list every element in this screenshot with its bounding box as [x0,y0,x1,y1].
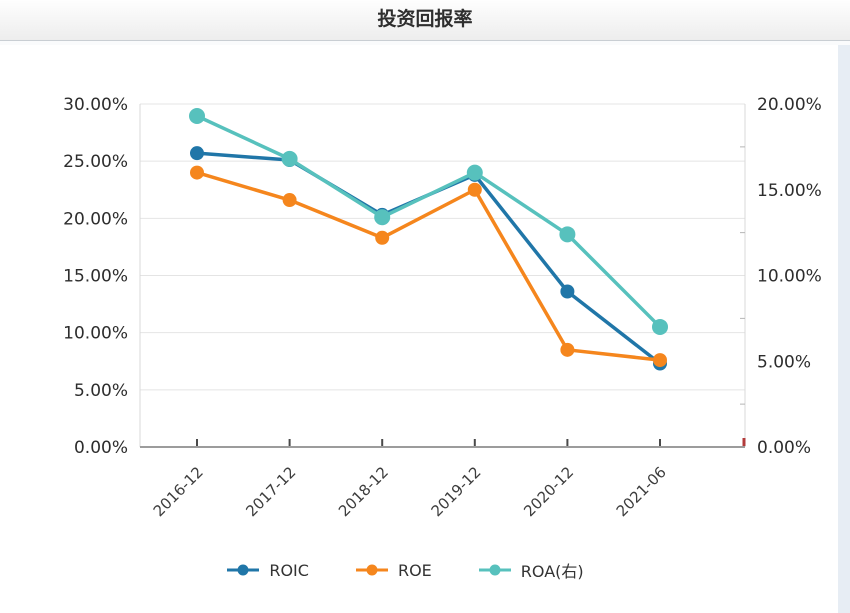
y-axis-left-label: 30.00% [63,95,128,115]
series-line-roa [195,114,662,329]
header-divider [0,41,850,45]
data-point[interactable] [560,342,575,357]
data-point[interactable] [374,209,391,226]
page-title: 投资回报率 [377,9,473,30]
y-axis-right-label: 0.00% [757,438,811,458]
legend-item-roa[interactable]: ROA(右) [478,558,584,582]
y-axis-right-label: 20.00% [757,95,822,115]
legend-marker [227,564,260,576]
series-line-roe [195,170,662,362]
x-axis-label: 2018-12 [335,463,392,520]
y-axis-left-label: 20.00% [63,209,128,229]
data-point[interactable] [281,150,298,167]
background-strip [838,45,850,613]
legend-label: ROA(右) [520,562,584,581]
data-point[interactable] [190,146,204,161]
y-axis-right-label: 15.00% [757,181,822,201]
line-chart: 0.00% 5.00% 10.00% 15.00% 20.00% 25.00% 30.00%… [63,95,822,520]
x-axis-label: 2020-12 [520,463,577,520]
data-point[interactable] [559,226,576,243]
x-axis-label: 2021-06 [613,463,670,520]
data-point[interactable] [466,164,483,181]
y-axis-left-label: 10.00% [63,324,128,344]
chart-header: 投资回报率 [0,0,850,41]
data-point[interactable] [652,318,668,335]
legend-marker [478,564,511,576]
data-point[interactable] [560,284,575,299]
x-axis-label: 2016-12 [150,463,207,520]
y-axis-left-label: 5.00% [74,381,128,401]
legend-item-roe[interactable]: ROE [355,561,432,580]
data-point[interactable] [467,182,482,197]
data-point[interactable] [190,165,204,180]
legend-label: ROIC [269,560,309,580]
data-point[interactable] [282,193,297,208]
data-point[interactable] [375,230,390,245]
y-axis-left-label: 0.00% [74,438,128,458]
x-axis-label: 2017-12 [242,463,299,520]
legend-marker [355,564,388,576]
y-axis-left-label: 25.00% [63,152,128,172]
y-axis-right-label: 10.00% [757,267,822,287]
data-point[interactable] [189,108,205,125]
chart-legend: ROIC ROE ROA(右) [0,558,810,582]
legend-label: ROE [397,560,432,580]
x-axis-label: 2019-12 [428,463,485,520]
y-axis-left-label: 15.00% [63,267,128,287]
legend-item-roic[interactable]: ROIC [226,561,309,580]
y-axis-right-label: 5.00% [757,352,811,372]
data-point[interactable] [653,353,667,368]
